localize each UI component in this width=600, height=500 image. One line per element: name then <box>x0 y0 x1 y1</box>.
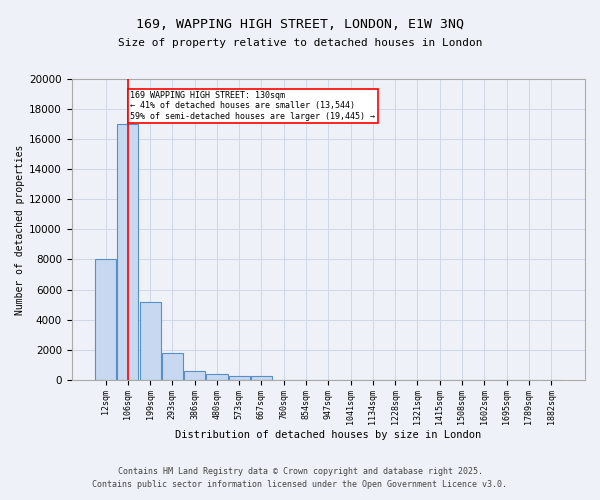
Y-axis label: Number of detached properties: Number of detached properties <box>15 144 25 314</box>
Bar <box>206 374 227 380</box>
Bar <box>251 376 272 380</box>
Bar <box>229 376 250 380</box>
Bar <box>162 352 183 380</box>
Text: 169 WAPPING HIGH STREET: 130sqm
← 41% of detached houses are smaller (13,544)
59: 169 WAPPING HIGH STREET: 130sqm ← 41% of… <box>130 91 375 121</box>
Bar <box>184 370 205 380</box>
Text: 169, WAPPING HIGH STREET, LONDON, E1W 3NQ: 169, WAPPING HIGH STREET, LONDON, E1W 3N… <box>136 18 464 30</box>
Bar <box>117 124 139 380</box>
X-axis label: Distribution of detached houses by size in London: Distribution of detached houses by size … <box>175 430 481 440</box>
Text: Size of property relative to detached houses in London: Size of property relative to detached ho… <box>118 38 482 48</box>
Bar <box>95 260 116 380</box>
Bar <box>140 302 161 380</box>
Text: Contains public sector information licensed under the Open Government Licence v3: Contains public sector information licen… <box>92 480 508 489</box>
Text: Contains HM Land Registry data © Crown copyright and database right 2025.: Contains HM Land Registry data © Crown c… <box>118 467 482 476</box>
